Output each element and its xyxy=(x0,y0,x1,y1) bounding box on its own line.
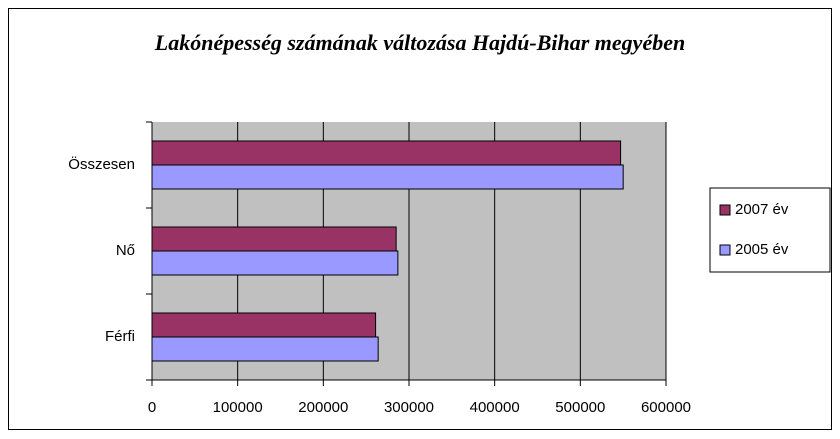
x-tick-label: 0 xyxy=(148,399,156,416)
bar xyxy=(151,336,379,362)
bar xyxy=(151,226,397,252)
legend-swatch xyxy=(719,244,731,256)
legend-box xyxy=(709,187,831,273)
y-tick-label: Nő xyxy=(116,242,135,259)
x-tick-label: 300000 xyxy=(384,399,434,416)
x-tick-label: 200000 xyxy=(298,399,348,416)
y-tick-label: Férfi xyxy=(105,328,135,345)
bar xyxy=(151,140,622,166)
bar xyxy=(151,164,624,190)
legend-swatch xyxy=(719,204,731,216)
x-tick-label: 600000 xyxy=(641,399,691,416)
x-tick-label: 500000 xyxy=(555,399,605,416)
legend-label: 2007 év xyxy=(735,201,789,218)
bar xyxy=(151,250,399,276)
y-tick-label: Összesen xyxy=(68,155,135,173)
chart-title: Lakónépesség számának változása Hajdú-Bi… xyxy=(154,30,686,55)
legend-label: 2005 év xyxy=(735,241,789,258)
bar xyxy=(151,312,377,338)
x-tick-label: 100000 xyxy=(213,399,263,416)
x-tick-label: 400000 xyxy=(470,399,520,416)
